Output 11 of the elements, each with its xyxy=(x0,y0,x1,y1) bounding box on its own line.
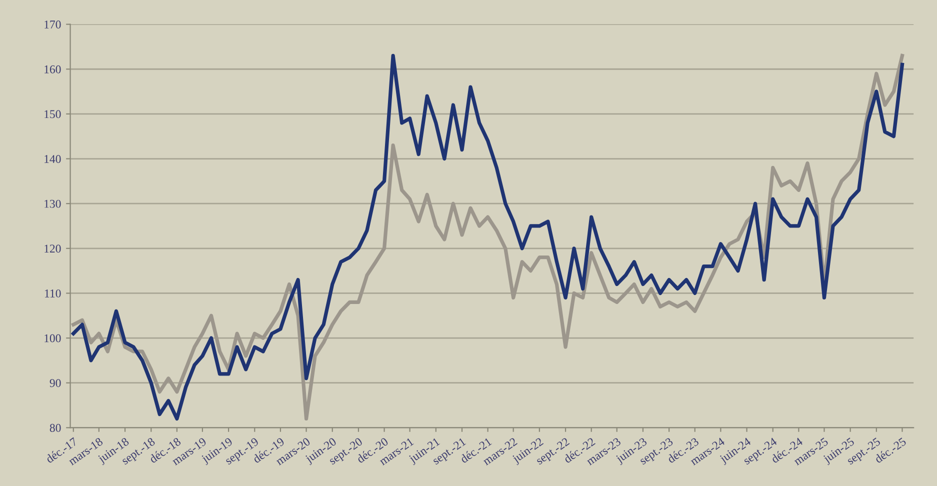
y-tick-label: 90 xyxy=(50,379,61,388)
y-tick-label: 100 xyxy=(44,334,61,342)
y-tick-label: 140 xyxy=(44,155,61,163)
y-tick-label: 130 xyxy=(44,200,61,208)
y-tick-label: 170 xyxy=(44,20,61,29)
y-tick-label: 120 xyxy=(44,244,61,253)
y-tick-label: 80 xyxy=(50,424,61,432)
y-tick-label: 110 xyxy=(45,289,61,298)
y-tick-label: 160 xyxy=(44,65,61,74)
y-tick-label: 150 xyxy=(44,110,61,118)
line-series xyxy=(72,54,904,421)
